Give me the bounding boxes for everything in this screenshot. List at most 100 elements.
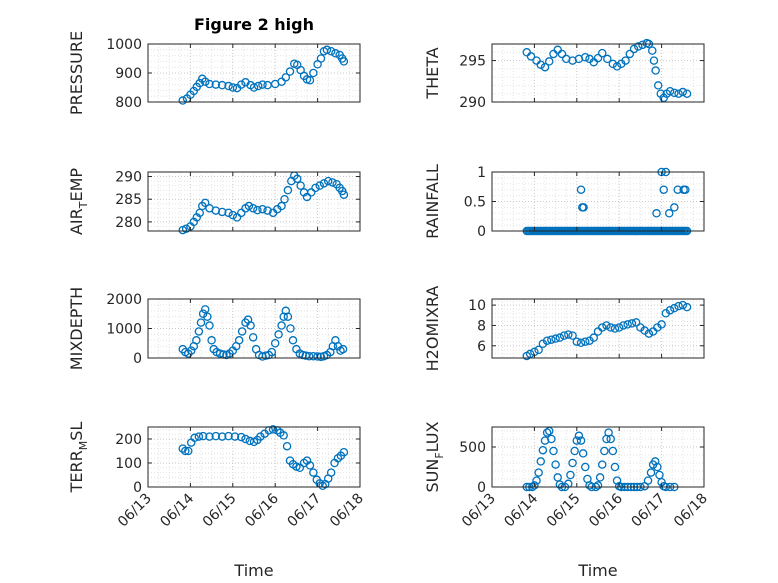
data-point (286, 324, 295, 333)
series-points (178, 305, 348, 362)
data-point (181, 224, 191, 233)
y-tick-label: 1000 (106, 37, 142, 53)
data-point (608, 446, 618, 456)
y-tick-label: 2000 (106, 292, 142, 308)
data-point (674, 89, 683, 98)
data-point (670, 88, 679, 98)
data-point (602, 321, 611, 330)
y-tick-label: 0 (133, 351, 142, 367)
data-point (564, 330, 573, 339)
data-point (339, 57, 349, 66)
data-point (572, 436, 582, 445)
data-point (542, 336, 552, 345)
data-point (256, 432, 265, 441)
y-tick-label: 280 (115, 215, 142, 231)
data-point (248, 333, 258, 342)
data-point (576, 185, 586, 194)
data-point (200, 305, 210, 314)
data-point (555, 480, 565, 489)
data-point (540, 62, 550, 72)
data-point (629, 44, 639, 54)
data-point (285, 67, 295, 76)
data-point (670, 203, 679, 212)
y-tick-label: 285 (115, 192, 142, 208)
data-point (532, 476, 541, 485)
data-point (323, 176, 333, 186)
data-point (194, 432, 204, 441)
data-point (319, 179, 329, 188)
data-point (196, 318, 206, 327)
data-point (237, 80, 246, 89)
data-point (665, 305, 675, 315)
data-point (534, 345, 543, 355)
data-point (589, 333, 599, 342)
data-point (292, 174, 302, 184)
data-point (309, 468, 318, 477)
data-point (597, 48, 607, 58)
axes-box (491, 426, 705, 488)
x-tick-label: 06/18 (671, 491, 711, 531)
data-point (634, 42, 643, 51)
data-point (224, 431, 233, 441)
data-point (198, 431, 208, 441)
data-point (574, 431, 584, 441)
y-tick-label: 295 (459, 54, 486, 70)
data-point (649, 56, 659, 65)
data-point (597, 460, 607, 469)
data-point (581, 462, 590, 472)
data-point (643, 476, 653, 485)
y-axis-label: MIXDEPTH (67, 287, 86, 370)
x-tick-label: 06/14 (157, 490, 197, 530)
data-point (288, 336, 298, 345)
data-point (614, 323, 624, 332)
data-point (207, 336, 216, 345)
y-tick-label: 800 (115, 95, 142, 111)
y-tick-label: 1 (477, 165, 486, 181)
series-points (522, 38, 692, 103)
y-tick-label: 900 (115, 66, 142, 82)
data-point (295, 463, 305, 473)
data-point (625, 49, 635, 59)
data-point (581, 53, 590, 62)
x-axis-label: Time (233, 561, 273, 580)
data-point (237, 432, 246, 442)
data-point (631, 318, 641, 327)
data-point (557, 49, 567, 59)
data-point (665, 86, 675, 96)
data-point (309, 68, 318, 78)
data-point (678, 300, 688, 310)
data-point (305, 76, 315, 85)
x-tick-label: 06/13 (115, 491, 155, 531)
data-point (328, 178, 337, 187)
data-point (555, 333, 565, 342)
grid (147, 427, 361, 488)
data-point (281, 73, 291, 82)
data-point (606, 434, 615, 444)
data-point (610, 462, 620, 472)
x-tick-label: 06/17 (285, 491, 325, 531)
data-point (651, 66, 660, 75)
subplot-h2omixra: 6 8 10 H2OMIXRA (423, 286, 705, 371)
data-point (570, 446, 579, 456)
x-tick-label: 06/17 (629, 491, 669, 531)
subplot-sun: 0 500 06/13 06/14 06/15 06/16 06/17 06/18 SUNFLU… (423, 421, 711, 580)
data-point (542, 428, 552, 437)
data-point (603, 54, 612, 64)
data-point (195, 78, 204, 88)
data-point (579, 203, 588, 212)
y-axis-label: SUNFLUX (423, 421, 446, 492)
data-point (331, 49, 340, 58)
data-point (280, 194, 289, 204)
data-point (650, 457, 660, 466)
data-point (258, 204, 267, 214)
data-point (568, 331, 577, 340)
data-point (217, 80, 227, 90)
data-point (559, 331, 569, 340)
data-point (313, 352, 322, 361)
data-point (302, 192, 312, 202)
data-point (593, 53, 603, 63)
data-point (253, 205, 262, 215)
subplot-mixdepth: 0 1000 2000 MIXDEPTH (67, 287, 361, 370)
data-point (544, 57, 554, 66)
data-point (551, 460, 560, 469)
